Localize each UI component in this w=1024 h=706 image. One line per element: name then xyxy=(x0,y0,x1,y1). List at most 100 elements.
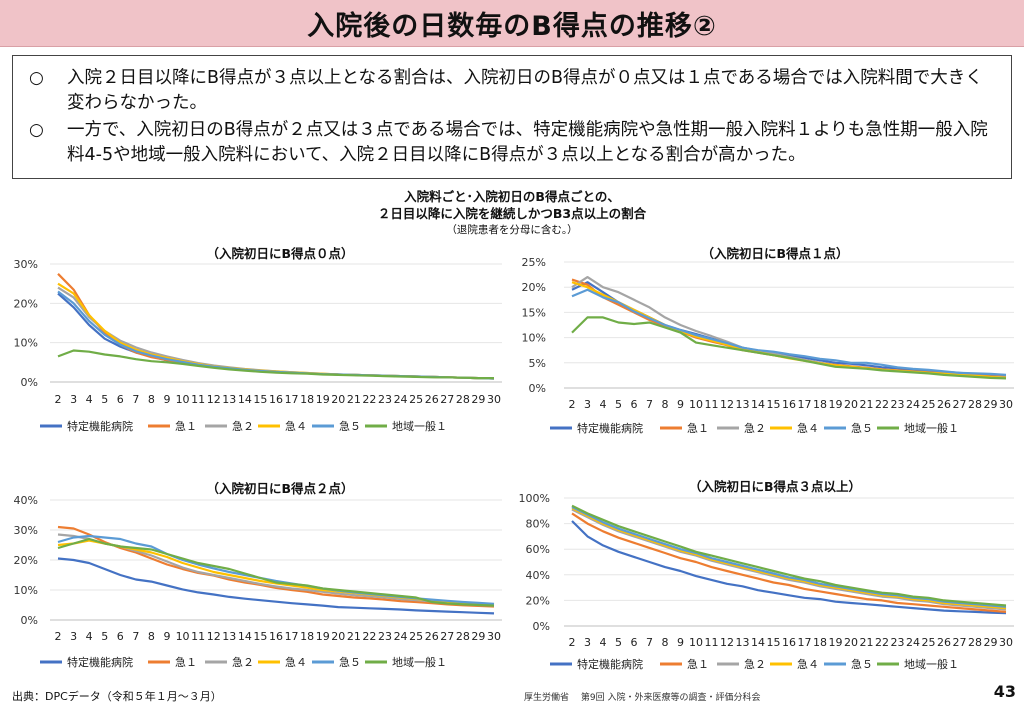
x-tick-label: 2 xyxy=(569,398,576,411)
x-tick-label: 19 xyxy=(829,398,843,411)
legend-label: 急１ xyxy=(687,657,709,671)
x-tick-label: 15 xyxy=(253,630,267,643)
x-tick-label: 27 xyxy=(953,636,967,649)
series-line-1 xyxy=(571,512,1007,613)
x-tick-label: 29 xyxy=(984,398,998,411)
x-tick-label: 2 xyxy=(55,630,62,643)
series-line-0 xyxy=(57,557,495,615)
x-tick-label: 7 xyxy=(132,630,139,643)
x-tick-label: 14 xyxy=(751,398,765,411)
series-line-5 xyxy=(57,349,494,380)
x-tick-label: 18 xyxy=(813,398,827,411)
series-line-2 xyxy=(571,508,1007,611)
x-tick-label: 6 xyxy=(117,630,124,643)
x-tick-label: 2 xyxy=(55,393,62,406)
legend-label: 地域一般１ xyxy=(392,420,447,433)
x-tick-label: 23 xyxy=(891,398,905,411)
series-line-1 xyxy=(57,525,495,608)
x-tick-label: 14 xyxy=(238,393,252,406)
chart-2-title: （入院初日にB得点１点） xyxy=(701,246,849,261)
x-tick-label: 22 xyxy=(362,630,376,643)
x-tick-label: 4 xyxy=(86,630,93,643)
x-tick-label: 12 xyxy=(207,630,221,643)
x-tick-label: 29 xyxy=(471,630,485,643)
legend-label: 急２ xyxy=(232,655,254,669)
x-tick-label: 24 xyxy=(394,393,408,406)
x-tick-label: 22 xyxy=(362,393,376,406)
x-tick-label: 13 xyxy=(736,398,750,411)
series-line-4 xyxy=(571,506,1007,608)
x-tick-label: 11 xyxy=(705,636,719,649)
x-tick-label: 17 xyxy=(798,636,812,649)
x-tick-label: 22 xyxy=(875,636,889,649)
y-tick-label: 0% xyxy=(533,620,550,633)
y-tick-label: 20% xyxy=(14,297,38,310)
y-tick-label: 5% xyxy=(529,357,546,370)
source-note: 出典：DPCデータ（令和５年１月～３月） xyxy=(12,690,222,703)
x-tick-label: 5 xyxy=(615,398,622,411)
x-tick-label: 24 xyxy=(394,630,408,643)
x-tick-label: 20 xyxy=(331,393,345,406)
legend-label: 特定機能病院 xyxy=(67,655,133,669)
legend-label: 急５ xyxy=(339,419,361,433)
x-tick-label: 26 xyxy=(937,398,951,411)
y-tick-label: 40% xyxy=(14,494,38,507)
legend-label: 急１ xyxy=(687,421,709,435)
x-tick-label: 18 xyxy=(813,636,827,649)
legend-label: 特定機能病院 xyxy=(577,421,643,435)
x-tick-label: 3 xyxy=(584,636,591,649)
x-tick-label: 24 xyxy=(906,636,920,649)
x-tick-label: 22 xyxy=(875,398,889,411)
x-tick-label: 12 xyxy=(720,398,734,411)
charts-title-line1: 入院料ごと･入院初日のB得点ごとの、 xyxy=(404,189,620,204)
x-tick-label: 13 xyxy=(222,630,236,643)
y-tick-label: 20% xyxy=(526,594,550,607)
legend-label: 急２ xyxy=(744,657,766,671)
x-tick-label: 20 xyxy=(844,636,858,649)
x-tick-label: 30 xyxy=(487,393,501,406)
x-tick-label: 13 xyxy=(222,393,236,406)
x-tick-label: 30 xyxy=(999,636,1013,649)
series-line-2 xyxy=(57,286,495,380)
y-tick-label: 0% xyxy=(21,614,38,627)
x-tick-label: 26 xyxy=(425,393,439,406)
legend-label: 急２ xyxy=(744,421,766,435)
x-tick-label: 3 xyxy=(584,398,591,411)
x-tick-label: 18 xyxy=(300,393,314,406)
x-tick-label: 21 xyxy=(347,630,361,643)
x-tick-label: 6 xyxy=(631,636,638,649)
x-tick-label: 8 xyxy=(662,636,669,649)
x-tick-label: 3 xyxy=(70,630,77,643)
x-tick-label: 9 xyxy=(164,393,171,406)
legend-label: 急１ xyxy=(175,655,197,669)
x-tick-label: 7 xyxy=(646,636,653,649)
x-tick-label: 10 xyxy=(689,398,703,411)
series-line-4 xyxy=(57,290,495,380)
x-tick-label: 28 xyxy=(968,398,982,411)
title-bar: 入院後の日数毎のB得点の推移② xyxy=(0,0,1024,47)
chart-b2: 0%10%20%30%40%2 3 4 5 6 7 8 9 10 11 12 13 14 15 16 17 18… xyxy=(14,494,502,669)
y-tick-label: 20% xyxy=(522,281,546,294)
chart-1-title: （入院初日にB得点０点） xyxy=(206,246,354,261)
x-tick-label: 4 xyxy=(600,636,607,649)
bullet-circle-icon: ○ xyxy=(29,120,44,140)
series-line-3 xyxy=(57,282,495,380)
series-line-3 xyxy=(571,281,1007,379)
y-tick-label: 10% xyxy=(14,337,38,350)
series-line-3 xyxy=(571,507,1007,610)
x-tick-label: 19 xyxy=(829,636,843,649)
x-tick-label: 12 xyxy=(720,636,734,649)
legend-label: 急４ xyxy=(797,421,819,435)
x-tick-label: 18 xyxy=(300,630,314,643)
legend-label: 急４ xyxy=(797,657,819,671)
x-tick-label: 6 xyxy=(117,393,124,406)
y-tick-label: 10% xyxy=(14,584,38,597)
x-tick-label: 16 xyxy=(782,636,796,649)
x-tick-label: 17 xyxy=(285,393,299,406)
x-tick-label: 5 xyxy=(615,636,622,649)
charts-note: （退院患者を分母に含む。） xyxy=(446,224,578,236)
x-tick-label: 10 xyxy=(176,630,190,643)
x-tick-label: 8 xyxy=(148,393,155,406)
charts-title-line2: ２日目以降に入院を継続しかつB3点以上の割合 xyxy=(377,206,647,221)
x-tick-label: 29 xyxy=(471,393,485,406)
